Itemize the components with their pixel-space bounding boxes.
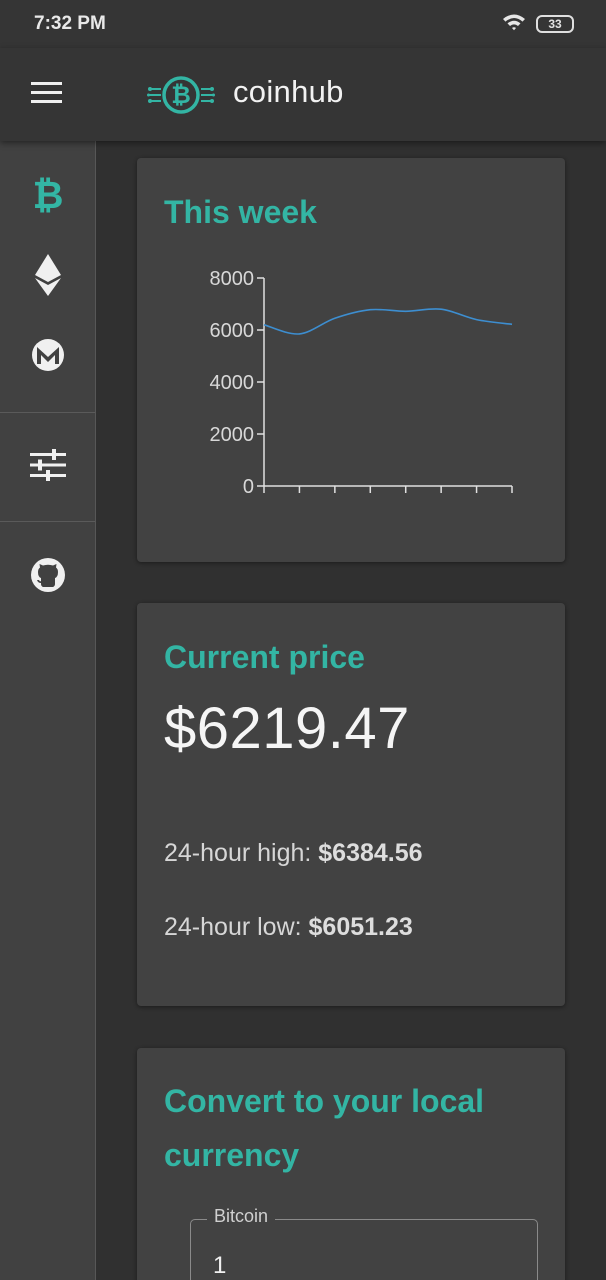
sidebar-item-github[interactable] [0, 541, 96, 613]
sidebar-item-monero[interactable] [0, 321, 96, 393]
y-tick-label: 6000 [210, 320, 255, 342]
bitcoin-amount-input[interactable] [213, 1252, 513, 1280]
bitcoin-icon: ₿ [31, 175, 65, 220]
y-tick-label: 0 [243, 476, 254, 498]
y-tick-label: 8000 [210, 268, 255, 290]
sidebar-item-settings[interactable] [0, 431, 96, 503]
wifi-icon [502, 13, 526, 36]
price-card-title: Current price [164, 639, 365, 675]
svg-text:₿: ₿ [171, 82, 191, 109]
week-card-title: This week [164, 194, 317, 230]
settings-sliders-icon [30, 448, 66, 486]
convert-card-title-line2: currency [164, 1137, 300, 1173]
y-tick-label: 2000 [210, 424, 255, 446]
y-tick-label: 4000 [210, 372, 255, 394]
bitcoin-logo-icon: ₿ [147, 70, 215, 120]
sidebar-item-bitcoin[interactable]: ₿ [0, 161, 96, 233]
bitcoin-field-label: Bitcoin [207, 1206, 276, 1227]
app-title: coinhub [233, 74, 344, 109]
price-line-chart: 0 2000 4000 6000 8000 [210, 268, 513, 498]
low-24h: 24-hour low: $6051.23 [164, 913, 413, 942]
sidebar-item-ethereum[interactable] [0, 241, 96, 313]
status-time: 7:32 PM [34, 13, 106, 34]
high-24h-label: 24-hour high: [164, 839, 312, 867]
high-24h-value: $6384.56 [318, 839, 423, 867]
week-chart-card: This week 0 2000 4000 6000 8000 [137, 158, 565, 562]
ethereum-icon [34, 253, 62, 302]
github-icon [30, 557, 66, 598]
low-24h-value: $6051.23 [308, 913, 413, 941]
status-bar: 7:32 PM 33 [0, 0, 606, 48]
sidebar-divider [0, 521, 95, 522]
menu-button[interactable] [24, 72, 70, 118]
series-line [263, 308, 513, 335]
low-24h-label: 24-hour low: [164, 913, 302, 941]
monero-icon [31, 338, 65, 377]
svg-text:₿: ₿ [33, 175, 64, 215]
current-price-card: Current price $6219.47 24-hour high: $63… [137, 603, 565, 1006]
bitcoin-amount-field[interactable]: Bitcoin [190, 1206, 538, 1280]
status-icons: 33 [502, 13, 574, 36]
high-24h: 24-hour high: $6384.56 [164, 839, 423, 868]
current-price-value: $6219.47 [164, 696, 410, 761]
battery-indicator: 33 [536, 15, 574, 33]
menu-icon [31, 81, 63, 110]
sidebar-divider [0, 412, 95, 413]
app-bar: ₿ coinhub [0, 48, 606, 141]
convert-card: Convert to your local currency Bitcoin [137, 1048, 565, 1280]
sidebar-nav: ₿ [0, 141, 96, 1280]
convert-card-title-line1: Convert to your local [164, 1083, 485, 1119]
